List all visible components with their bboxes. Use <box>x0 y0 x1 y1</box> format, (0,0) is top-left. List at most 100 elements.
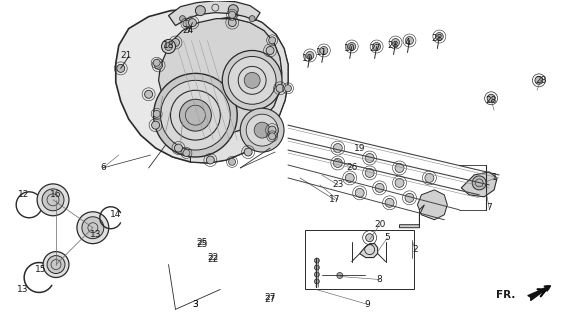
Polygon shape <box>116 9 288 163</box>
Circle shape <box>180 99 212 131</box>
Circle shape <box>320 46 328 54</box>
Circle shape <box>365 154 374 163</box>
Circle shape <box>314 279 320 284</box>
Circle shape <box>223 51 282 110</box>
Text: 4: 4 <box>405 38 410 47</box>
Circle shape <box>405 193 414 202</box>
Polygon shape <box>169 1 260 26</box>
Text: 22: 22 <box>208 255 219 264</box>
Circle shape <box>153 59 160 66</box>
Circle shape <box>244 72 260 88</box>
Circle shape <box>334 144 342 153</box>
Circle shape <box>228 5 238 15</box>
Text: 23: 23 <box>332 180 343 189</box>
Circle shape <box>77 212 109 244</box>
Circle shape <box>266 46 274 54</box>
Polygon shape <box>360 244 377 258</box>
Text: 25: 25 <box>197 238 208 247</box>
Circle shape <box>175 144 183 152</box>
Circle shape <box>472 176 486 190</box>
Circle shape <box>228 11 236 18</box>
Circle shape <box>348 43 355 51</box>
Text: 27: 27 <box>264 295 276 304</box>
Circle shape <box>151 121 160 129</box>
Circle shape <box>268 126 276 134</box>
Circle shape <box>395 164 404 172</box>
Polygon shape <box>190 15 288 163</box>
Circle shape <box>47 256 65 274</box>
Circle shape <box>228 56 276 104</box>
Text: 19: 19 <box>354 144 365 153</box>
Polygon shape <box>417 190 447 220</box>
Text: 26: 26 <box>346 164 357 172</box>
Text: 10: 10 <box>344 44 355 53</box>
Text: 8: 8 <box>377 275 383 284</box>
Circle shape <box>82 217 104 239</box>
Text: 6: 6 <box>100 164 106 172</box>
Text: FR.: FR. <box>496 291 515 300</box>
Circle shape <box>334 158 342 167</box>
Text: 2: 2 <box>413 245 418 254</box>
Circle shape <box>306 52 314 60</box>
Circle shape <box>375 183 384 192</box>
Text: 5: 5 <box>385 233 391 242</box>
Text: 11: 11 <box>316 48 328 57</box>
Polygon shape <box>461 172 497 197</box>
Circle shape <box>183 20 190 27</box>
Text: 3: 3 <box>192 300 198 309</box>
Circle shape <box>395 179 404 188</box>
Text: 1: 1 <box>492 173 498 182</box>
Circle shape <box>42 189 64 211</box>
Text: 17: 17 <box>329 195 340 204</box>
Circle shape <box>535 76 543 84</box>
Circle shape <box>172 38 180 46</box>
Text: 25: 25 <box>197 240 208 249</box>
Circle shape <box>117 64 125 72</box>
Text: 27: 27 <box>369 44 380 53</box>
Text: 3: 3 <box>192 300 198 309</box>
Circle shape <box>269 133 276 140</box>
Circle shape <box>435 33 443 41</box>
Circle shape <box>180 16 186 22</box>
Circle shape <box>406 36 413 44</box>
Text: 13: 13 <box>17 285 29 294</box>
Circle shape <box>228 158 236 165</box>
Circle shape <box>269 37 276 44</box>
Text: 14: 14 <box>110 210 121 219</box>
Polygon shape <box>158 19 282 133</box>
Circle shape <box>206 156 214 164</box>
Bar <box>305 230 414 289</box>
Text: 19: 19 <box>302 54 314 63</box>
Circle shape <box>391 38 399 46</box>
Text: 28: 28 <box>486 96 497 105</box>
Text: 28: 28 <box>432 34 443 43</box>
Circle shape <box>355 188 364 197</box>
Circle shape <box>314 272 320 277</box>
Circle shape <box>365 168 374 177</box>
Circle shape <box>276 84 284 92</box>
Circle shape <box>314 265 320 270</box>
Circle shape <box>154 73 237 157</box>
Circle shape <box>314 258 320 263</box>
Circle shape <box>37 184 69 216</box>
Circle shape <box>284 85 291 92</box>
Text: 21: 21 <box>120 51 131 60</box>
Circle shape <box>153 110 160 117</box>
Circle shape <box>366 234 373 242</box>
Circle shape <box>487 94 495 102</box>
Text: 24: 24 <box>183 26 194 35</box>
Text: 28: 28 <box>535 76 547 85</box>
Text: 9: 9 <box>365 300 370 309</box>
Circle shape <box>337 273 343 278</box>
Circle shape <box>183 149 190 156</box>
Circle shape <box>385 198 394 207</box>
Text: 15: 15 <box>35 265 47 274</box>
Circle shape <box>240 108 284 152</box>
Circle shape <box>246 114 278 146</box>
Circle shape <box>43 252 69 277</box>
Text: 18: 18 <box>163 41 175 50</box>
Text: 13: 13 <box>90 230 102 239</box>
Circle shape <box>161 80 230 150</box>
Circle shape <box>195 6 205 16</box>
Circle shape <box>249 16 255 22</box>
